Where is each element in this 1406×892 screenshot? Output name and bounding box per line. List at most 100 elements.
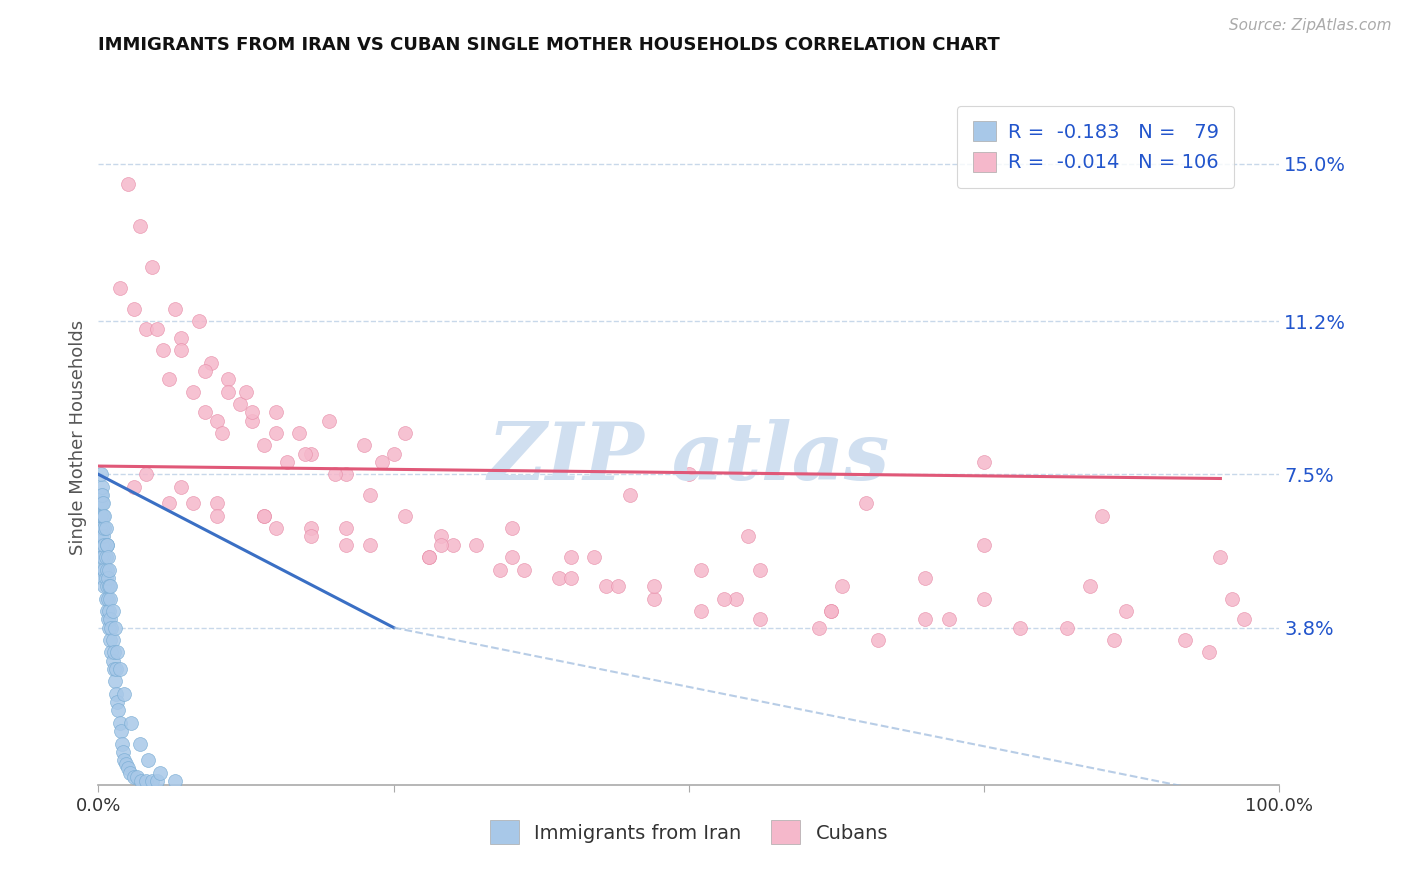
Point xyxy=(91,571,114,585)
Point xyxy=(91,508,114,523)
Point xyxy=(170,343,193,358)
Point xyxy=(748,563,770,577)
Point xyxy=(205,413,228,427)
Point xyxy=(96,563,118,577)
Point xyxy=(1220,591,1243,606)
Point xyxy=(165,301,187,316)
Point xyxy=(104,621,127,635)
Point xyxy=(101,604,124,618)
Point xyxy=(914,571,936,585)
Point xyxy=(94,521,117,535)
Point xyxy=(205,508,228,523)
Point xyxy=(98,612,121,626)
Point xyxy=(165,773,187,788)
Point xyxy=(98,579,121,593)
Point xyxy=(170,331,193,345)
Point xyxy=(122,770,145,784)
Point xyxy=(501,521,523,535)
Point xyxy=(100,621,122,635)
Point xyxy=(299,447,322,461)
Point xyxy=(117,761,139,775)
Point xyxy=(108,662,131,676)
Point xyxy=(104,674,127,689)
Point xyxy=(820,604,842,618)
Point xyxy=(128,219,150,233)
Point xyxy=(240,405,263,419)
Text: Source: ZipAtlas.com: Source: ZipAtlas.com xyxy=(1229,18,1392,33)
Point xyxy=(120,765,142,780)
Point xyxy=(135,467,157,482)
Point xyxy=(111,737,134,751)
Point xyxy=(105,662,128,676)
Point xyxy=(122,480,145,494)
Text: IMMIGRANTS FROM IRAN VS CUBAN SINGLE MOTHER HOUSEHOLDS CORRELATION CHART: IMMIGRANTS FROM IRAN VS CUBAN SINGLE MOT… xyxy=(98,36,1000,54)
Point xyxy=(938,612,960,626)
Point xyxy=(725,591,748,606)
Point xyxy=(93,521,115,535)
Point xyxy=(91,550,114,565)
Point xyxy=(1209,550,1232,565)
Point xyxy=(253,508,276,523)
Point xyxy=(107,703,129,717)
Point xyxy=(1080,579,1102,593)
Point xyxy=(91,538,114,552)
Point xyxy=(98,604,121,618)
Point xyxy=(90,529,112,543)
Point xyxy=(90,488,112,502)
Point xyxy=(583,550,606,565)
Point xyxy=(235,384,257,399)
Point xyxy=(441,538,464,552)
Point xyxy=(253,508,276,523)
Point xyxy=(299,529,322,543)
Point xyxy=(112,753,135,767)
Point xyxy=(127,770,149,784)
Point xyxy=(110,724,132,739)
Point xyxy=(253,438,276,452)
Point xyxy=(548,571,571,585)
Point xyxy=(217,384,239,399)
Point xyxy=(100,645,122,659)
Point xyxy=(418,550,440,565)
Point xyxy=(264,425,287,440)
Point xyxy=(89,521,111,535)
Point xyxy=(91,563,114,577)
Point xyxy=(418,550,440,565)
Point xyxy=(371,455,394,469)
Point xyxy=(1102,633,1125,648)
Point xyxy=(194,364,217,378)
Point xyxy=(240,413,263,427)
Point xyxy=(114,757,136,772)
Point xyxy=(98,579,121,593)
Point xyxy=(90,550,112,565)
Point xyxy=(105,687,128,701)
Point xyxy=(689,563,711,577)
Point xyxy=(394,425,416,440)
Point xyxy=(1056,621,1078,635)
Point xyxy=(93,508,115,523)
Point xyxy=(1233,612,1256,626)
Point xyxy=(1008,621,1031,635)
Point xyxy=(91,496,114,510)
Point xyxy=(359,538,381,552)
Point xyxy=(855,496,877,510)
Point xyxy=(737,529,759,543)
Point xyxy=(229,397,252,411)
Point xyxy=(512,563,534,577)
Point xyxy=(90,467,112,482)
Point xyxy=(97,571,120,585)
Point xyxy=(181,496,204,510)
Point xyxy=(91,488,114,502)
Point xyxy=(713,591,735,606)
Point xyxy=(97,550,120,565)
Point xyxy=(430,538,453,552)
Point xyxy=(353,438,375,452)
Point xyxy=(96,579,118,593)
Point xyxy=(264,405,287,419)
Point xyxy=(973,538,995,552)
Text: ZIP atlas: ZIP atlas xyxy=(488,419,890,497)
Point xyxy=(91,480,114,494)
Point xyxy=(211,425,233,440)
Y-axis label: Single Mother Households: Single Mother Households xyxy=(69,319,87,555)
Point xyxy=(323,467,346,482)
Point xyxy=(294,447,316,461)
